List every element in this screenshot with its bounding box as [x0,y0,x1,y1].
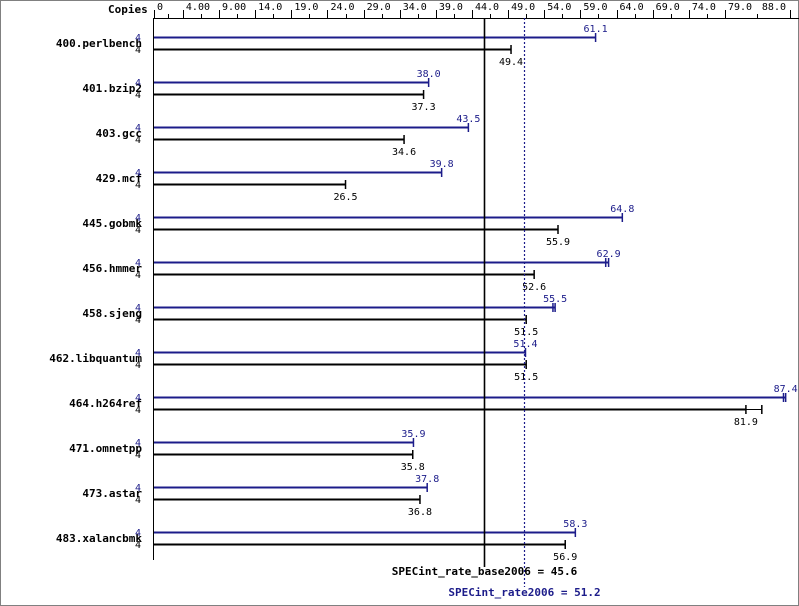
peak-value-label: 87.4 [774,384,798,395]
peak-copies-label: 4 [135,528,141,539]
axis-tick-label: 24.0 [330,2,354,13]
peak-value-label: 43.5 [456,114,480,125]
peak-value-label: 35.9 [401,429,425,440]
peak-copies-label: 4 [135,78,141,89]
base-copies-label: 4 [135,135,141,146]
base-copies-label: 4 [135,90,141,101]
benchmark-label: 471.omnetpp [69,442,142,455]
axis-tick-label: 34.0 [403,2,427,13]
benchmark-label: 403.gcc [96,127,142,140]
base-copies-label: 4 [135,45,141,56]
base-copies-label: 4 [135,270,141,281]
peak-copies-label: 4 [135,483,141,494]
peak-copies-label: 4 [135,168,141,179]
axis-tick-label: 4.00 [186,2,210,13]
peak-copies-label: 4 [135,213,141,224]
axis-tick-label: 0 [157,2,163,13]
peak-value-label: 55.5 [543,294,567,305]
benchmark-label: 429.mcf [96,172,142,185]
peak-value-label: 51.4 [513,339,537,350]
axis-tick-label: 14.0 [258,2,282,13]
base-copies-label: 4 [135,495,141,506]
base-value-label: 34.6 [392,147,416,158]
peak-value-label: 58.3 [563,519,587,530]
benchmark-label: 456.hmmer [82,262,142,275]
base-copies-label: 4 [135,180,141,191]
base-value-label: 51.5 [514,327,538,338]
base-copies-label: 4 [135,315,141,326]
benchmark-label: 401.bzip2 [82,82,142,95]
benchmark-rows: 400.perlbench461.1449.4401.bzip2438.0437… [49,24,797,563]
base-copies-label: 4 [135,405,141,416]
peak-copies-label: 4 [135,393,141,404]
axis-tick-label: 29.0 [367,2,391,13]
peak-summary-label: SPECint_rate2006 = 51.2 [448,586,600,599]
axis-tick-label: 9.00 [222,2,246,13]
axis-tick-label: 88.0 [762,2,786,13]
axis-label: Copies [108,3,148,16]
axis-tick-label: 64.0 [620,2,644,13]
benchmark-label: 458.sjeng [82,307,142,320]
base-summary-label: SPECint_rate_base2006 = 45.6 [392,565,578,578]
peak-value-label: 38.0 [417,69,441,80]
peak-value-label: 37.8 [415,474,439,485]
base-copies-label: 4 [135,360,141,371]
axis-tick-label: 79.0 [728,2,752,13]
peak-copies-label: 4 [135,258,141,269]
base-value-label: 26.5 [333,192,357,203]
base-copies-label: 4 [135,225,141,236]
base-value-label: 56.9 [553,552,577,563]
base-value-label: 35.8 [401,462,425,473]
peak-value-label: 62.9 [597,249,621,260]
peak-value-label: 64.8 [610,204,634,215]
base-value-label: 51.5 [514,372,538,383]
benchmark-label: 462.libquantum [49,352,142,365]
benchmark-label: 464.h264ref [69,397,142,410]
base-value-label: 52.6 [522,282,546,293]
base-value-label: 55.9 [546,237,570,248]
base-value-label: 81.9 [734,417,758,428]
benchmark-label: 445.gobmk [82,217,142,230]
axis-tick-label: 54.0 [547,2,571,13]
benchmark-label: 400.perlbench [56,37,142,50]
peak-copies-label: 4 [135,438,141,449]
benchmark-label: 473.astar [82,487,142,500]
axis-tick-label: 39.0 [439,2,463,13]
peak-value-label: 39.8 [430,159,454,170]
axis-tick-label: 44.0 [475,2,499,13]
reference-lines: SPECint_rate_base2006 = 45.6 SPECint_rate… [392,18,601,599]
peak-value-label: 61.1 [584,24,608,35]
axis-tick-label: 69.0 [656,2,680,13]
peak-copies-label: 4 [135,33,141,44]
base-value-label: 49.4 [499,57,523,68]
axis-tick-label: 59.0 [583,2,607,13]
base-value-label: 37.3 [412,102,436,113]
base-value-label: 36.8 [408,507,432,518]
axis-tick-label: 19.0 [294,2,318,13]
peak-copies-label: 4 [135,303,141,314]
base-copies-label: 4 [135,540,141,551]
benchmark-label: 483.xalancbmk [56,532,142,545]
peak-copies-label: 4 [135,348,141,359]
axis-tick-label: 74.0 [692,2,716,13]
axis-tick-label: 49.0 [511,2,535,13]
axis-ticks: 0 4.00 9.00 14.0 19.0 24.0 29.0 34.0 39.0 44.0 49.… [154,2,791,18]
peak-copies-label: 4 [135,123,141,134]
base-copies-label: 4 [135,450,141,461]
